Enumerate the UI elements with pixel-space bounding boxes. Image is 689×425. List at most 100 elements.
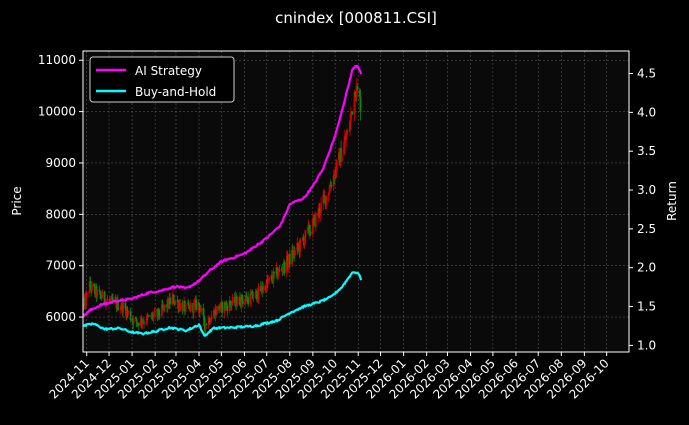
chart-title: cnindex [000811.CSI]: [275, 9, 437, 27]
candle-body: [273, 271, 276, 274]
y2-tick-label: 3.5: [637, 144, 656, 158]
candle-body: [218, 305, 221, 311]
candle-body: [265, 279, 268, 292]
candle-body: [111, 297, 114, 302]
candle-body: [299, 238, 302, 252]
candle-body: [99, 290, 102, 295]
candle-body: [120, 308, 122, 310]
candle-body: [122, 302, 125, 313]
y-tick-label: 7000: [45, 259, 76, 273]
candle-body: [283, 261, 286, 273]
candle-body: [332, 175, 335, 187]
candle-body: [189, 303, 192, 311]
candle-body: [353, 91, 356, 115]
candle-body: [308, 225, 311, 234]
candle-body: [329, 185, 331, 192]
candle-body: [304, 230, 307, 240]
candle-body: [320, 203, 322, 213]
candle-body: [302, 237, 305, 240]
candle-body: [343, 137, 346, 143]
candle-body: [140, 318, 143, 325]
candle-body: [85, 294, 87, 306]
candle-body: [163, 304, 166, 308]
candle-body: [174, 300, 177, 304]
candle-body: [204, 323, 207, 330]
candle-body: [141, 322, 144, 325]
series-lines: [82, 64, 363, 337]
candle-body: [110, 296, 113, 301]
candle-body: [198, 304, 201, 312]
candle-body: [148, 315, 151, 317]
candle-body: [244, 299, 247, 304]
candle-body: [360, 111, 363, 112]
candle-body: [242, 301, 244, 304]
candle-body: [359, 96, 362, 112]
series-line-ai-strategy: [82, 64, 363, 317]
candle-body: [343, 142, 345, 155]
candle-body: [322, 194, 325, 204]
candle-body: [125, 309, 128, 317]
candle-body: [334, 169, 337, 180]
y-tick-label: 8000: [45, 207, 76, 221]
candle-body: [127, 311, 130, 313]
candle-body: [312, 218, 315, 220]
candle-body: [349, 120, 351, 131]
candle-body: [134, 317, 137, 319]
candle-body: [129, 311, 132, 320]
candle-body: [117, 300, 119, 311]
candle-body: [355, 86, 358, 98]
candle-body: [93, 283, 96, 287]
y-tick-label: 6000: [45, 310, 76, 324]
candle-body: [345, 134, 348, 140]
candle-body: [340, 154, 343, 162]
candle-body: [99, 294, 102, 298]
candle-body: [262, 285, 265, 291]
candle-body: [126, 309, 129, 313]
candle-body: [236, 303, 238, 307]
candle-body: [219, 302, 222, 310]
candle-body: [328, 191, 331, 195]
candle-body: [330, 185, 333, 187]
candle-body: [262, 290, 264, 292]
candle-body: [251, 291, 254, 299]
candle-body: [215, 305, 218, 314]
candle-body: [202, 307, 205, 317]
candle-body: [82, 304, 85, 307]
legend-label-buy-and-hold: Buy-and-Hold: [135, 85, 216, 99]
candle-body: [346, 129, 348, 135]
candle-body: [91, 283, 93, 291]
candle-body: [236, 296, 239, 304]
candle-body: [309, 231, 312, 235]
candle-body: [135, 318, 138, 323]
candle-body: [210, 319, 212, 323]
candle-body: [276, 267, 279, 279]
candle-body: [314, 213, 317, 227]
candle-body: [98, 289, 101, 291]
candle-body: [143, 322, 145, 324]
candle-body: [282, 269, 285, 272]
candle-body: [271, 275, 273, 280]
candle-body: [182, 303, 185, 312]
candle-body: [239, 296, 241, 306]
candle-body: [261, 285, 264, 292]
candle-body: [103, 291, 106, 302]
candle-body: [348, 129, 351, 131]
candle-body: [230, 303, 233, 306]
y2-tick-label: 4.0: [637, 105, 656, 119]
candle-body: [198, 302, 200, 305]
candle-body: [335, 160, 338, 174]
candle-body: [184, 303, 187, 312]
candle-body: [287, 261, 290, 267]
candle-body: [272, 271, 275, 282]
candle-body: [124, 302, 127, 309]
y-tick-label: 11000: [38, 53, 76, 67]
candle-body: [229, 300, 232, 305]
candle-body: [356, 86, 359, 90]
price-candles: [82, 77, 363, 334]
candle-body: [203, 316, 206, 327]
candle-body: [169, 297, 171, 305]
candle-body: [136, 322, 139, 324]
candle-body: [276, 274, 279, 279]
